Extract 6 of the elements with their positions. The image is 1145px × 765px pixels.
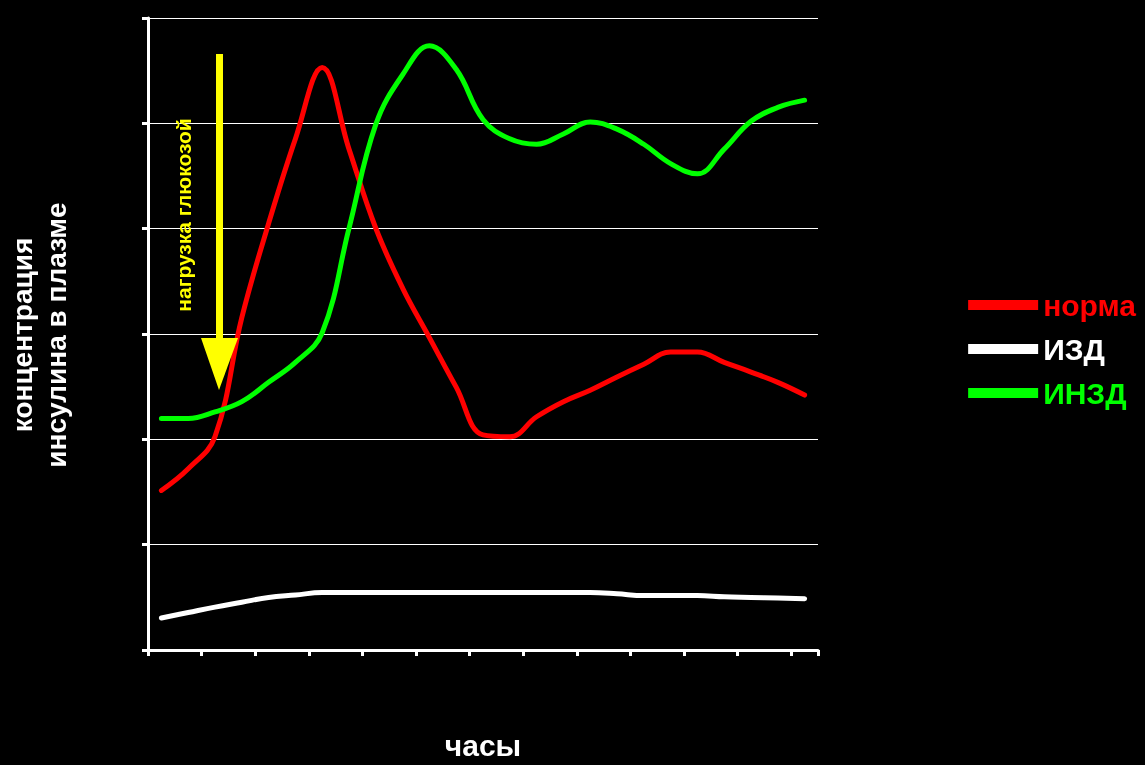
- annotation: нагрузка глюкозой: [172, 118, 196, 312]
- legend-label: норма: [1043, 288, 1137, 322]
- legend-label: ИНЗД: [1043, 376, 1127, 410]
- x-axis-title: часы: [444, 728, 522, 762]
- legend-label: ИЗД: [1043, 332, 1105, 366]
- y-axis-title: концентрация инсулина в плазме: [6, 202, 73, 468]
